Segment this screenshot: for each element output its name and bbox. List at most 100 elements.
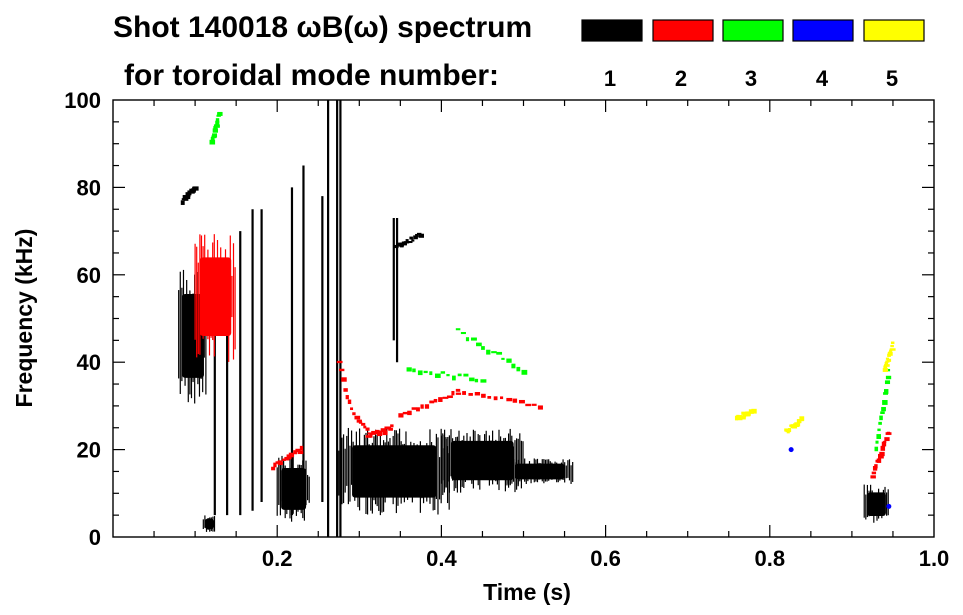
speck: [879, 415, 883, 421]
speck: [213, 126, 218, 131]
speck: [740, 415, 746, 420]
speck: [465, 337, 470, 342]
speck: [878, 421, 882, 425]
speck: [186, 193, 191, 197]
legend-swatch-1: [581, 19, 643, 42]
speck: [521, 369, 528, 375]
speck: [506, 358, 512, 363]
speck: [880, 411, 885, 415]
speck: [363, 425, 367, 429]
speck: [469, 377, 475, 382]
mode-2-seg-28: [870, 431, 892, 479]
speck: [405, 239, 409, 244]
speck: [882, 368, 889, 372]
speck: [358, 421, 363, 424]
speck: [365, 427, 370, 431]
speck: [433, 398, 438, 403]
speck: [537, 405, 543, 410]
speck: [455, 388, 461, 392]
speck: [423, 370, 428, 374]
mode-3-seg-32: [874, 368, 892, 452]
speck: [795, 422, 800, 427]
speck: [390, 424, 394, 428]
speck: [885, 375, 892, 380]
speck: [295, 448, 301, 453]
speck: [879, 451, 885, 457]
speck: [399, 242, 404, 248]
speck: [217, 111, 223, 115]
speck: [417, 370, 423, 376]
speck: [380, 428, 387, 433]
speck: [493, 396, 498, 401]
speck: [884, 362, 889, 367]
mode-2-seg-26: [455, 391, 543, 410]
speck: [883, 365, 888, 370]
legend-swatch-3: [722, 19, 784, 42]
speck: [293, 450, 297, 455]
mode-4-pt-33: [788, 447, 794, 453]
mode-2-blob-22: [194, 234, 236, 362]
speck: [180, 200, 185, 205]
speck: [516, 366, 521, 372]
speck: [798, 420, 802, 424]
y-tick-label: 40: [77, 350, 101, 375]
speck: [438, 397, 443, 402]
speck: [460, 331, 466, 335]
speck: [882, 400, 888, 405]
speck: [487, 396, 492, 399]
speck: [747, 411, 751, 416]
chart-title-line1: Shot 140018 ωB(ω) spectrum: [113, 11, 532, 44]
speck: [401, 241, 407, 246]
speck: [501, 357, 505, 360]
speck: [734, 415, 739, 421]
y-tick-label: 60: [77, 263, 101, 288]
speck: [429, 371, 433, 376]
speck: [470, 337, 477, 341]
mode-2-curve-23: [336, 360, 370, 431]
legend-swatch-2: [652, 19, 714, 42]
speck: [496, 351, 503, 355]
speck: [878, 453, 884, 459]
speck: [889, 348, 896, 351]
speck: [420, 404, 424, 409]
chart-title-line2: for toroidal mode number:: [124, 59, 499, 92]
speck: [870, 475, 876, 479]
speck: [506, 397, 513, 402]
speck: [874, 464, 878, 469]
speck: [361, 422, 366, 426]
speck: [343, 388, 348, 392]
speck: [875, 440, 879, 444]
speck: [210, 140, 214, 144]
speck: [290, 453, 295, 458]
speck: [500, 396, 504, 400]
speck: [365, 435, 372, 438]
mode-1-blob-5: [863, 484, 889, 523]
speck: [446, 374, 450, 377]
speck: [736, 414, 740, 418]
mode-3-seg-30: [406, 367, 487, 383]
speck: [474, 378, 479, 383]
mode-5-seg-37: [882, 341, 896, 372]
speck: [886, 368, 891, 372]
speck: [741, 411, 746, 415]
speck: [369, 434, 373, 438]
speck: [886, 358, 892, 362]
speck: [881, 406, 886, 412]
core: [514, 463, 565, 480]
y-tick-label: 100: [64, 88, 101, 113]
speck: [876, 458, 882, 463]
mode-2-seg-24: [365, 424, 394, 438]
speck: [481, 393, 486, 398]
speck: [463, 373, 469, 377]
speck: [474, 392, 481, 396]
mode-1-blob-3: [440, 428, 524, 493]
speck: [341, 377, 347, 382]
mode-1-blob-21: [202, 515, 216, 532]
speck: [737, 416, 743, 421]
speck: [476, 342, 482, 347]
legend: 1 2 3 4 5: [581, 19, 925, 91]
speck: [883, 440, 887, 443]
speck: [214, 124, 220, 128]
speck: [347, 399, 352, 405]
